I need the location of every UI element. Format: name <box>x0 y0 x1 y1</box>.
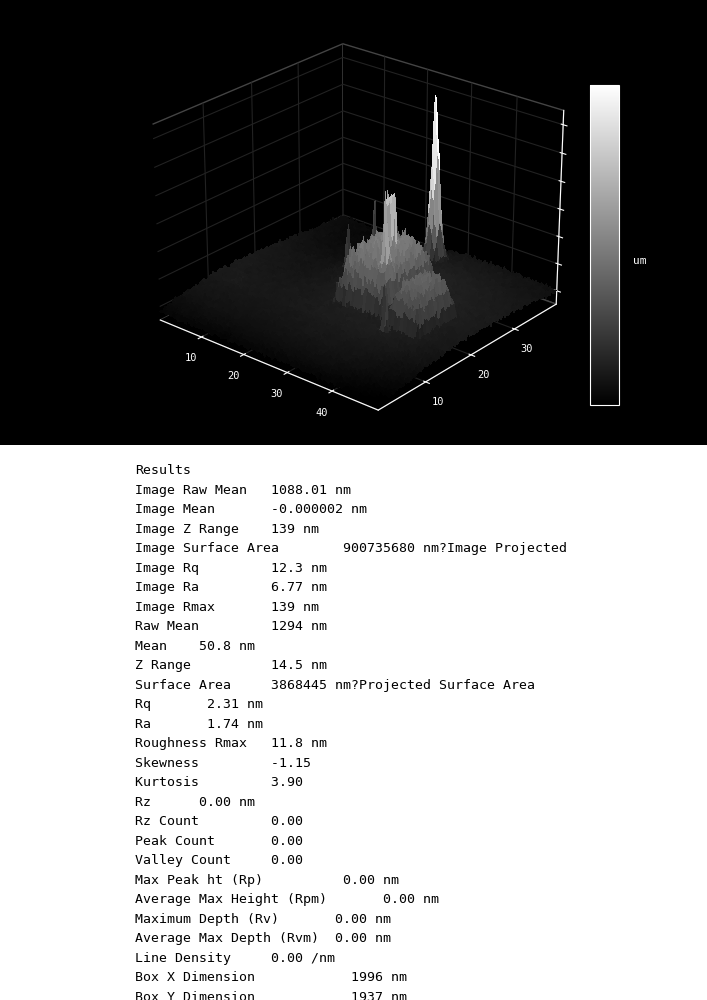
Text: Image Z Range    139 nm: Image Z Range 139 nm <box>135 523 319 536</box>
Text: Results: Results <box>135 464 191 477</box>
Text: Roughness Rmax   11.8 nm: Roughness Rmax 11.8 nm <box>135 737 327 750</box>
Text: Image Raw Mean   1088.01 nm: Image Raw Mean 1088.01 nm <box>135 484 351 497</box>
Text: Box Y Dimension            1937 nm: Box Y Dimension 1937 nm <box>135 991 407 1000</box>
Text: Image Rmax       139 nm: Image Rmax 139 nm <box>135 601 319 614</box>
Text: Mean    50.8 nm: Mean 50.8 nm <box>135 640 255 653</box>
Text: Maximum Depth (Rv)       0.00 nm: Maximum Depth (Rv) 0.00 nm <box>135 913 391 926</box>
Text: Image Mean       -0.000002 nm: Image Mean -0.000002 nm <box>135 503 367 516</box>
Text: Peak Count       0.00: Peak Count 0.00 <box>135 835 303 848</box>
Text: Line Density     0.00 /nm: Line Density 0.00 /nm <box>135 952 335 965</box>
Text: Rz      0.00 nm: Rz 0.00 nm <box>135 796 255 809</box>
Text: um: um <box>633 256 646 266</box>
Text: Rq       2.31 nm: Rq 2.31 nm <box>135 698 263 711</box>
Text: Image Surface Area        900735680 nm?Image Projected: Image Surface Area 900735680 nm?Image Pr… <box>135 542 567 555</box>
Text: Average Max Depth (Rvm)  0.00 nm: Average Max Depth (Rvm) 0.00 nm <box>135 932 391 945</box>
Text: Kurtosis         3.90: Kurtosis 3.90 <box>135 776 303 789</box>
Text: Image Rq         12.3 nm: Image Rq 12.3 nm <box>135 562 327 575</box>
Text: Raw Mean         1294 nm: Raw Mean 1294 nm <box>135 620 327 633</box>
Text: Z Range          14.5 nm: Z Range 14.5 nm <box>135 659 327 672</box>
Text: Average Max Height (Rpm)       0.00 nm: Average Max Height (Rpm) 0.00 nm <box>135 893 439 906</box>
Text: Box X Dimension            1996 nm: Box X Dimension 1996 nm <box>135 971 407 984</box>
Text: Valley Count     0.00: Valley Count 0.00 <box>135 854 303 867</box>
Text: Ra       1.74 nm: Ra 1.74 nm <box>135 718 263 731</box>
Text: Image Ra         6.77 nm: Image Ra 6.77 nm <box>135 581 327 594</box>
Text: Skewness         -1.15: Skewness -1.15 <box>135 757 311 770</box>
Text: Max Peak ht (Rp)          0.00 nm: Max Peak ht (Rp) 0.00 nm <box>135 874 399 887</box>
Text: Surface Area     3868445 nm?Projected Surface Area: Surface Area 3868445 nm?Projected Surfac… <box>135 679 535 692</box>
Text: Rz Count         0.00: Rz Count 0.00 <box>135 815 303 828</box>
